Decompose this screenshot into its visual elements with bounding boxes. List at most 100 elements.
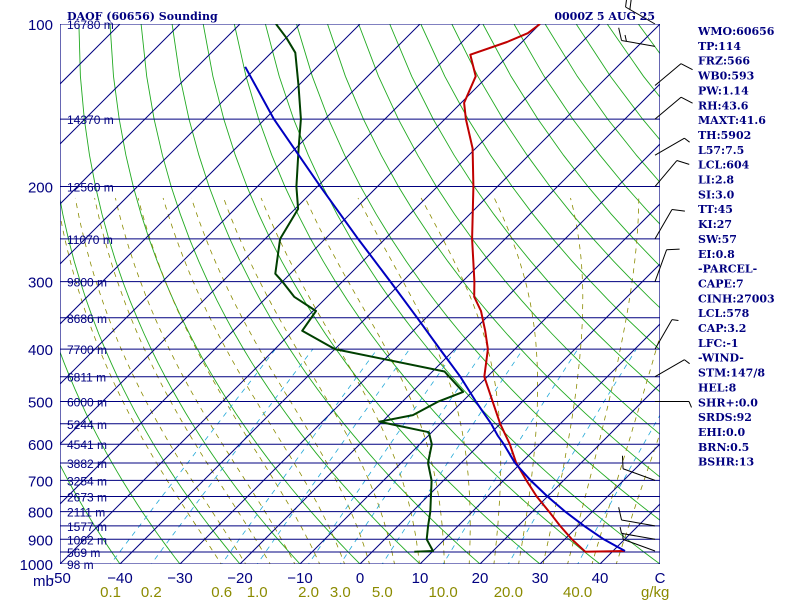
index-entry: CAPE:7 [698,277,744,290]
index-entry: HEL:8 [698,381,737,394]
isotherm-line [419,323,660,564]
height-label: 6811 m [67,371,106,385]
isotherm-line [539,443,660,564]
dry-adiabat-line [482,24,660,267]
index-entry: WMO:60656 [697,25,775,38]
height-label: 3254 m [67,474,107,488]
height-label: 2673 m [67,491,107,505]
isotherm-line [60,24,541,505]
wind-barb [654,137,690,156]
pressure-tick-label: 300 [28,275,53,292]
index-entry: -PARCEL- [698,263,757,276]
pressure-tick-label: 100 [28,17,53,34]
wind-barb [654,319,679,350]
wind-barb [654,359,690,378]
wind-barb [654,160,690,187]
wind-barb [654,96,693,120]
chart-title: DAOF (60656) Sounding [67,10,218,23]
isotherm-line [60,24,181,145]
height-label: 4541 m [67,438,107,452]
mixing-ratio-line [442,348,579,564]
temperature-tick-label: 30 [532,570,549,587]
dry-adiabat-line [389,24,660,393]
isotherm-line [60,24,421,385]
wind-barb [621,455,656,481]
temperature-tick-label: −10 [287,570,312,587]
mixing-ratio-line [110,348,276,564]
dry-adiabat-line [296,24,660,521]
mixing-ratio-unit-label: g/kg [641,584,669,600]
dry-adiabat-line [171,24,481,564]
observation-time: 0000Z 5 AUG 25 [554,10,655,23]
index-entry: BRN:0.5 [698,441,749,454]
index-entry: LI:2.8 [698,174,734,187]
wind-barb [619,526,656,540]
mixing-ratio-line [221,348,378,564]
height-label: 5244 m [67,418,107,432]
isotherm-line [359,263,660,564]
temperature-tick-label: 0 [356,570,364,587]
index-entry: SHR+:0.0 [698,396,758,409]
mixing-ratio-tick-label: 5.0 [372,584,393,600]
index-entry: TH:5902 [698,129,751,142]
pressure-axis: 100 200 300 400 500 600 700 800 900 1000 [20,17,53,574]
mixing-ratio-tick-label: 1.0 [247,584,268,600]
temperature-tick-label: C [655,570,666,587]
dry-adiabat-line [202,24,541,564]
mixing-ratio-tick-label: 3.0 [330,584,351,600]
index-entry: SW:57 [698,233,737,246]
moist-adiabat-line [493,197,538,564]
chart-grid [60,24,660,564]
moist-adiabat-line [74,197,247,564]
mixing-ratio-axis: 0.1 0.2 0.6 1.0 2.0 3.0 5.0 10.0 20.0 40.0 [100,584,592,600]
wind-barb-column [618,0,693,552]
dry-adiabat-line [60,350,181,564]
index-entry: LCL:578 [698,307,750,320]
index-entry: SI:3.0 [698,188,735,201]
height-label: 8686 m [67,312,107,326]
index-entry: STM:147/8 [698,367,765,380]
wind-barb [618,507,656,527]
dry-adiabat-line [60,463,121,564]
index-entry: EHI:0.0 [698,426,745,439]
index-entry: SRDS:92 [698,411,752,424]
moist-adiabat-line [591,334,660,564]
pressure-tick-label: 700 [28,473,53,490]
mixing-ratio-tick-label: 0.6 [211,584,232,600]
index-entry: -WIND- [698,352,744,365]
height-label: 1062 m [67,533,107,547]
height-label: 6000 m [67,395,107,409]
pressure-tick-label: 500 [28,394,53,411]
index-entry: PW:1.14 [698,84,749,97]
pressure-tick-label: 400 [28,342,53,359]
isotherm-line [60,24,601,564]
mixing-ratio-line [339,348,486,564]
temperature-tick-label: -50 [49,570,71,587]
height-label: 7700 m [67,343,107,357]
moist-adiabat-line [260,197,420,564]
dewpoint-profile-line [274,24,465,553]
dry-adiabat-line [420,24,660,351]
height-label: 16780 m [67,18,114,32]
mixing-ratio-line [308,348,457,564]
moist-adiabat-line [357,197,471,564]
sounding-profiles [244,24,626,553]
wind-barb [625,0,656,25]
isotherm-line [60,24,241,205]
isotherm-line [179,83,660,564]
wind-barb [655,400,692,408]
pressure-unit-label: mb [33,573,54,590]
dry-adiabat-line [78,24,301,564]
height-label: 2111 m [67,506,105,520]
temperature-profile-line [463,24,626,553]
mixing-ratio-tick-label: 0.2 [141,584,162,600]
height-labels: 16780 m 14370 m 12560 m 11070 m 9800 m 8686 m… [67,18,114,572]
temperature-tick-label: 40 [592,570,609,587]
temperature-tick-label: −30 [167,570,192,587]
temperature-axis: -50 −40 −30 −20 −10 0 10 20 30 40 C [49,570,665,587]
wind-barb [618,27,656,47]
moist-adiabat-line [191,197,370,564]
mixing-ratio-line [507,348,637,564]
